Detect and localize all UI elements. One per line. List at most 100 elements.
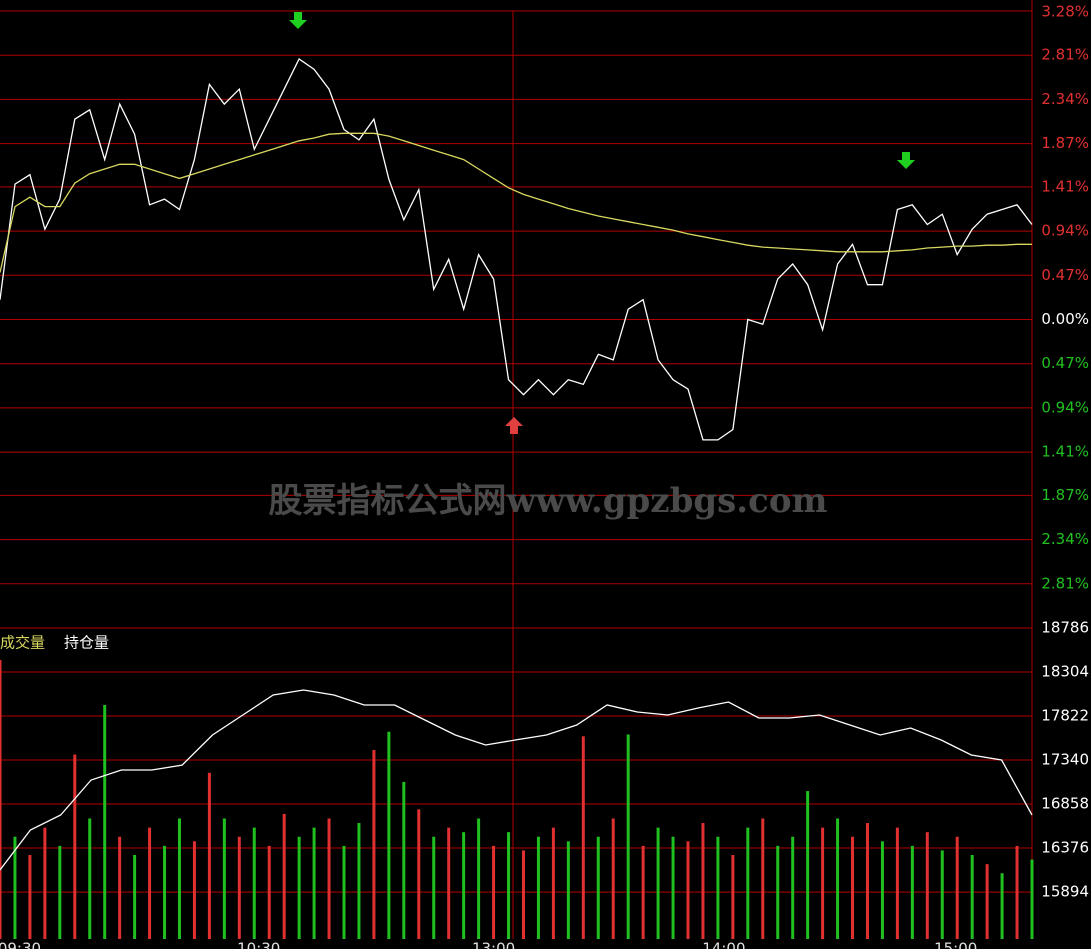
volume-bar [252,827,256,939]
y-tick-label: 0.94% [1041,398,1089,416]
volume-bar [357,823,361,939]
volume-bar [417,809,421,939]
volume-bar [716,836,720,939]
volume-bar [865,823,869,939]
buy-signal [505,417,523,434]
volume-bar [103,704,107,939]
volume-bar [761,818,765,939]
y-tick-label: 2.34% [1041,530,1089,548]
volume-bar [566,841,570,939]
x-tick-label: 13:00 [472,940,515,949]
volume-bar [1015,845,1019,939]
volume-bar [73,754,77,939]
volume-bar [776,845,780,939]
volume-bar [402,781,406,939]
y-tick-label: 1.41% [1041,177,1089,195]
volume-bar [447,827,451,939]
y-tick-label: 1.87% [1041,134,1089,152]
volume-bar [611,818,615,939]
volume-bar [596,836,600,939]
y-tick-label: 15894 [1041,883,1089,901]
volume-bar [177,818,181,939]
volume-bar [1000,873,1004,939]
volume-bar [671,836,675,939]
volume-bar [880,841,884,939]
series-line [0,58,1033,441]
y-tick-label: 0.47% [1041,354,1089,372]
volume-bar [192,841,196,939]
y-tick-label: 3.28% [1041,3,1089,21]
volume-bar [806,791,810,939]
x-tick-label: 09:30 [0,940,41,949]
volume-bar [28,854,32,939]
watermark: 股票指标公式网www.gpzbgs.com [269,481,828,521]
volume-bar [492,845,496,939]
x-tick-label: 14:00 [702,940,745,949]
volume-bar [746,827,750,939]
volume-bar [387,731,391,939]
volume-bar [701,823,705,939]
volume-bar [43,827,47,939]
volume-bar [940,850,944,939]
volume-bar [207,772,211,939]
volume-bar [626,734,630,939]
volume-bar [507,832,511,939]
legend-label: 持仓量 [64,634,109,652]
y-tick-label: 17340 [1041,751,1089,769]
volume-bar [58,845,62,939]
volume-bar [267,845,271,939]
volume-bar [581,736,585,939]
volume-bar [118,836,122,939]
y-tick-label: 18304 [1041,663,1089,681]
y-tick-label: 18786 [1041,619,1089,637]
volume-bar [88,818,92,939]
series-line [0,132,1032,273]
volume-bar [133,854,137,939]
volume-bar [432,836,436,939]
volume-bar [656,827,660,939]
y-tick-label: 2.81% [1041,46,1089,64]
y-tick-label: 1.41% [1041,443,1089,461]
x-tick-label: 15:00 [934,940,977,949]
series-line [0,689,1033,871]
volume-bar [970,854,974,939]
volume-bar [536,836,540,939]
y-tick-label: 2.34% [1041,90,1089,108]
y-tick-label: 0.94% [1041,222,1089,240]
volume-bar [148,827,152,939]
legend-label: 成交量 [0,634,45,652]
volume-bar [1030,859,1034,939]
volume-bar [0,659,2,939]
volume-bar [342,845,346,939]
volume-bar [791,836,795,939]
x-tick-label: 10:30 [237,940,280,949]
volume-bar [821,827,825,939]
volume-bar [282,813,286,939]
volume-bar [477,818,481,939]
y-tick-label: 17822 [1041,707,1089,725]
volume-bar [910,845,914,939]
sell-signal [289,12,307,29]
volume-bar [985,864,989,939]
volume-bar [222,818,226,939]
volume-bar [13,836,17,939]
y-tick-label: 2.81% [1041,574,1089,592]
volume-bar [297,836,301,939]
volume-bar [836,818,840,939]
volume-bar [521,850,525,939]
y-tick-label: 16858 [1041,795,1089,813]
volume-bar [237,836,241,939]
volume-bar [955,836,959,939]
volume-bar [731,854,735,939]
y-tick-label: 0.00% [1041,310,1089,328]
volume-bar [372,749,376,939]
y-tick-label: 0.47% [1041,266,1089,284]
volume-bar [686,841,690,939]
volume-bar [925,832,929,939]
volume-bar [312,827,316,939]
volume-bar [163,845,167,939]
y-tick-label: 16376 [1041,839,1089,857]
